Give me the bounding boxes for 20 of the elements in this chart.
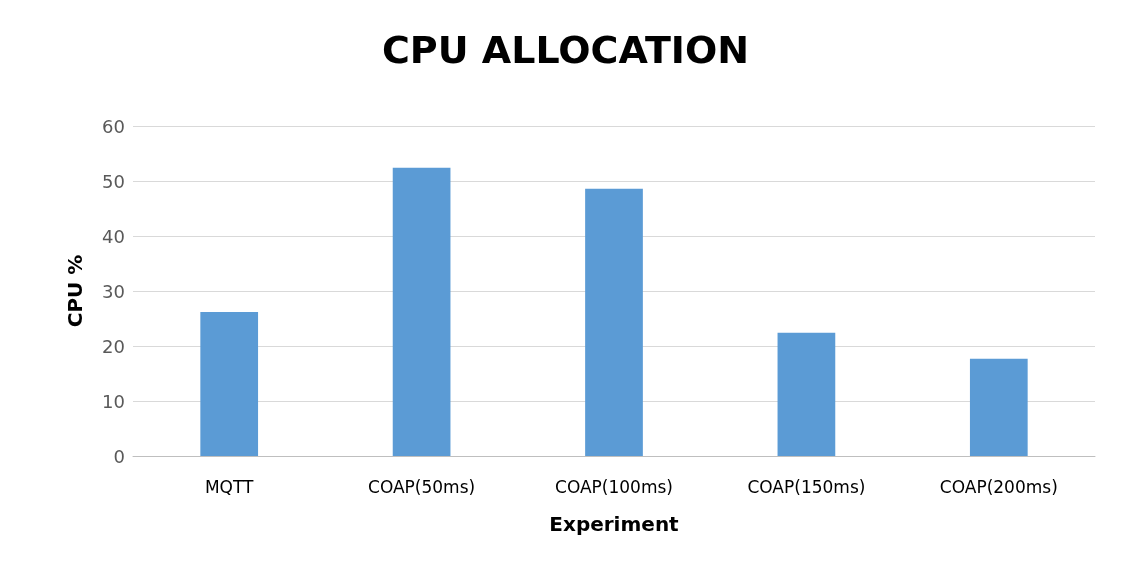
chart-title: CPU ALLOCATION [381,28,750,72]
x-tick-label: COAP(50ms) [368,476,476,497]
x-tick-label: MQTT [204,476,255,497]
y-tick-label: 60 [102,115,125,137]
y-tick-label: 30 [102,280,125,302]
bar [200,311,259,456]
x-tick-label: COAP(150ms) [747,476,866,497]
bar [585,188,643,456]
y-tick-label: 20 [102,335,125,357]
y-tick-label: 0 [113,445,125,467]
y-tick-label: 10 [102,390,125,412]
y-tick-label: 50 [102,170,125,192]
x-tick-label: COAP(100ms) [555,476,673,497]
bar [969,358,1028,456]
x-axis-title: Experiment [549,512,680,536]
y-tick-label: 40 [102,225,125,247]
y-axis-title: CPU % [63,254,87,328]
bar [777,332,836,456]
bar [392,167,451,456]
x-tick-label: COAP(200ms) [939,476,1058,497]
